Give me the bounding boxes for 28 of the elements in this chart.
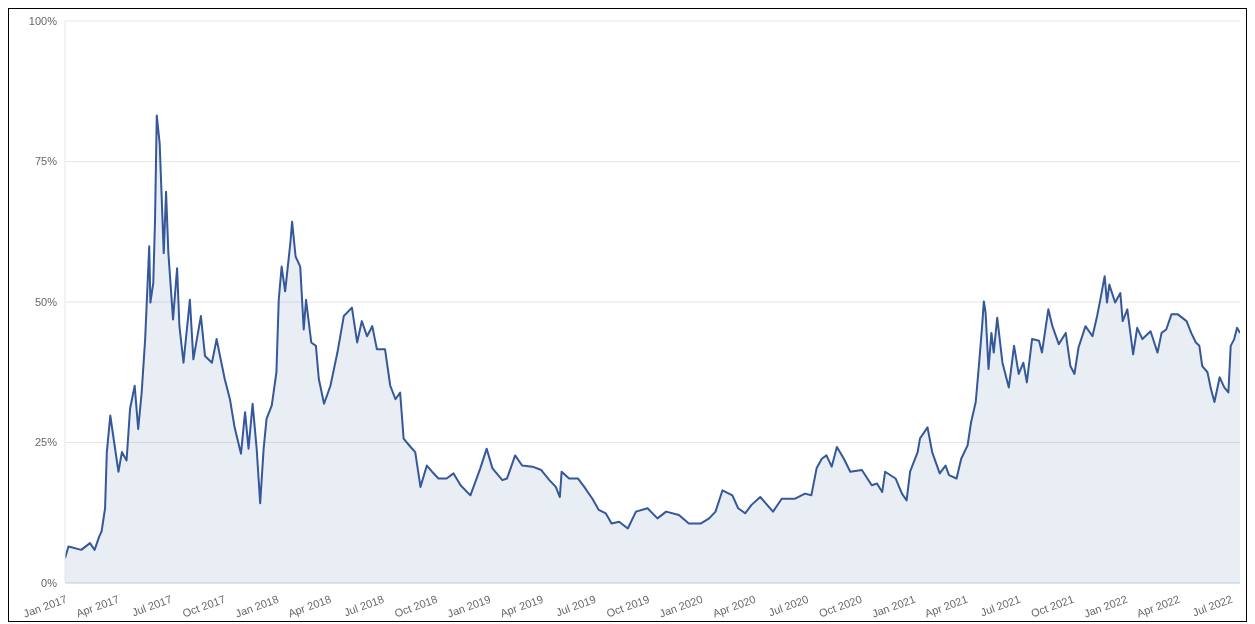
y-tick-label: 100% bbox=[28, 14, 58, 27]
x-tick-label: Jul 2018 bbox=[342, 592, 386, 619]
x-tick-label: Jul 2019 bbox=[554, 592, 598, 619]
x-tick-label: Oct 2018 bbox=[392, 592, 439, 620]
x-tick-label: Jan 2018 bbox=[233, 592, 281, 620]
x-tick-label: Apr 2022 bbox=[1135, 592, 1182, 620]
x-tick-label: Apr 2017 bbox=[74, 592, 121, 620]
x-tick-label: Jan 2019 bbox=[445, 592, 493, 620]
x-tick-label: Oct 2020 bbox=[817, 592, 864, 620]
y-tick-label: 25% bbox=[34, 436, 58, 449]
y-tick-label: 0% bbox=[41, 576, 58, 589]
x-tick-label: Apr 2020 bbox=[711, 592, 758, 620]
x-tick-label: Apr 2021 bbox=[923, 592, 970, 620]
y-tick-label: 75% bbox=[34, 155, 58, 168]
x-tick-label: Jan 2020 bbox=[657, 592, 705, 620]
x-tick-label: Oct 2019 bbox=[604, 592, 651, 620]
x-tick-label: Jan 2017 bbox=[21, 592, 69, 620]
x-tick-label: Jul 2020 bbox=[766, 592, 811, 619]
x-tick-label: Oct 2021 bbox=[1029, 592, 1076, 620]
x-tick-label: Jul 2022 bbox=[1190, 592, 1235, 619]
x-tick-label: Jan 2021 bbox=[870, 592, 917, 620]
y-tick-label: 50% bbox=[34, 295, 58, 308]
x-tick-label: Apr 2019 bbox=[498, 592, 545, 620]
x-tick-label: Jul 2021 bbox=[978, 592, 1023, 619]
x-tick-label: Jul 2017 bbox=[130, 592, 174, 619]
x-tick-label: Oct 2017 bbox=[180, 592, 227, 620]
x-tick-label: Apr 2018 bbox=[286, 592, 333, 620]
x-tick-label: Jan 2022 bbox=[1082, 592, 1129, 620]
